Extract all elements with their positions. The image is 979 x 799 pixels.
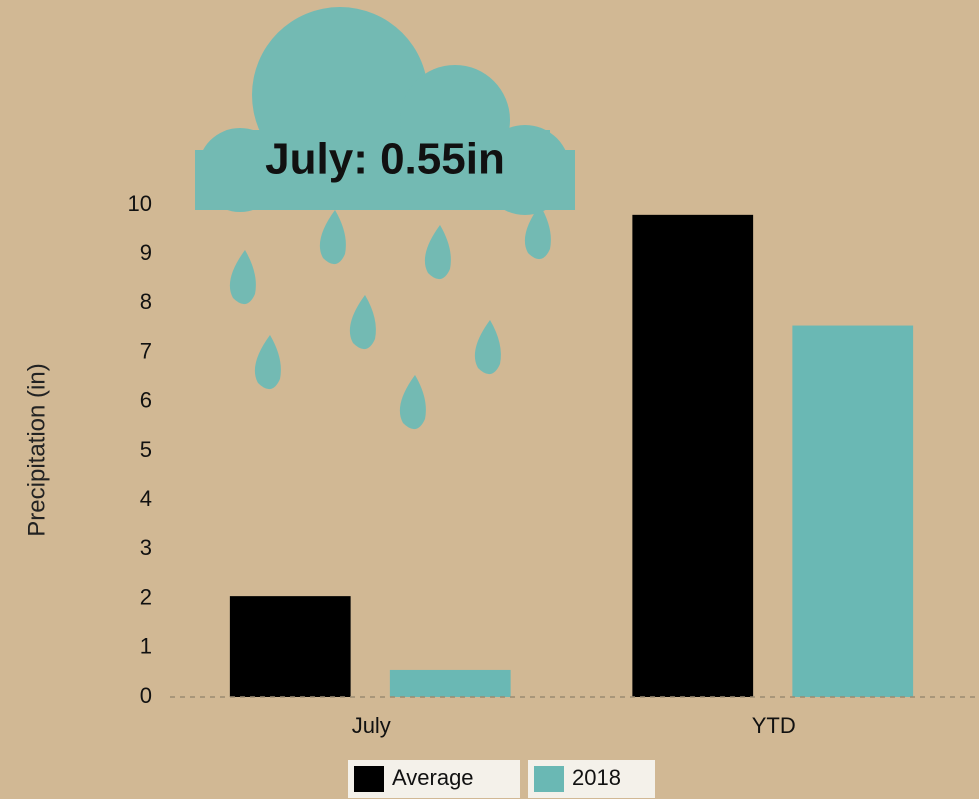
x-tick-label: July (352, 713, 391, 738)
rain-cloud (195, 7, 575, 215)
bar (632, 214, 754, 697)
annotation: July: 0.55in (265, 135, 505, 184)
y-tick-label: 6 (140, 388, 152, 413)
bar (229, 596, 351, 697)
y-tick-label: 5 (140, 437, 152, 462)
y-tick-label: 3 (140, 535, 152, 560)
y-tick-label: 7 (140, 338, 152, 363)
x-tick-label: YTD (752, 713, 796, 738)
y-axis-label: Precipitation (in) (23, 363, 50, 536)
y-tick-label: 2 (140, 584, 152, 609)
legend-label: Average (392, 765, 474, 790)
bar (389, 669, 511, 697)
raindrops (229, 205, 551, 430)
y-tick-label: 9 (140, 240, 152, 265)
legend-swatch (534, 766, 564, 792)
y-tick-label: 1 (140, 634, 152, 659)
y-tick-label: 0 (140, 683, 152, 708)
bar (792, 325, 914, 697)
y-tick-label: 10 (128, 191, 152, 216)
y-tick-label: 8 (140, 289, 152, 314)
legend-label: 2018 (572, 765, 621, 790)
legend-swatch (354, 766, 384, 792)
y-tick-label: 4 (140, 486, 152, 511)
